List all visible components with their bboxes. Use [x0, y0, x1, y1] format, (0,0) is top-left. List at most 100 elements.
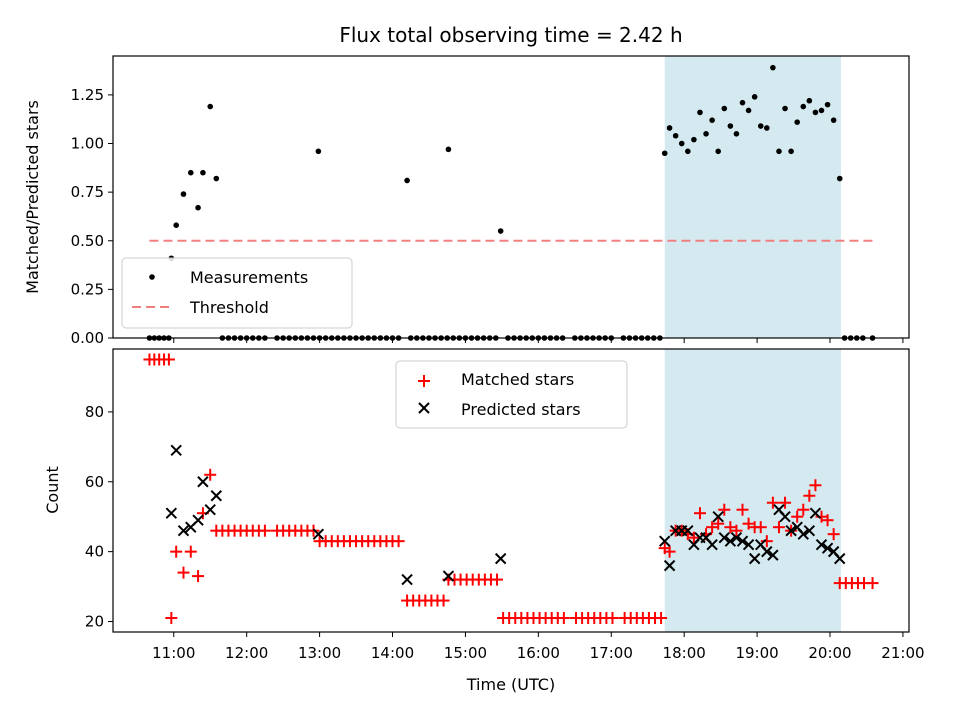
predicted-star-point — [312, 528, 325, 540]
legend-predicted-marker — [418, 402, 430, 414]
x-tick-label: 20:00 — [808, 644, 851, 662]
top-y-tick-label: 1.25 — [71, 86, 104, 104]
measurement-point — [691, 136, 697, 143]
matched-star-point — [712, 517, 725, 530]
predicted-star-point — [748, 552, 761, 565]
top-shaded-region — [664, 56, 841, 338]
matched-star-point — [177, 566, 190, 579]
x-tick-label: 14:00 — [371, 644, 414, 662]
matched-star-point — [162, 353, 175, 366]
predicted-star-point — [724, 535, 737, 547]
x-tick-label: 13:00 — [298, 644, 341, 662]
measurement-point — [195, 204, 201, 211]
measurement-point — [497, 228, 504, 234]
predicted-star-point — [442, 570, 455, 582]
measurement-point — [727, 123, 734, 129]
measurement-point — [800, 103, 807, 110]
measurement-point — [678, 140, 685, 147]
bottom-y-tick-label: 80 — [85, 403, 104, 421]
predicted-star-point — [401, 573, 413, 586]
measurement-point — [697, 109, 703, 116]
matched-star-point — [724, 521, 737, 534]
matched-star-point — [165, 612, 178, 625]
top-y-tick-label: 0.75 — [71, 183, 104, 201]
measurement-point — [812, 109, 819, 116]
measurement-point — [709, 117, 715, 123]
predicted-star-point — [821, 542, 834, 554]
x-axis-label: Time (UTC) — [466, 675, 555, 694]
measurement-point — [207, 103, 214, 110]
measurement-point — [703, 130, 709, 137]
measurement-point — [788, 148, 794, 155]
top-y-tick-label: 0.00 — [71, 329, 104, 347]
predicted-star-point — [197, 476, 209, 488]
measurement-point — [776, 148, 782, 155]
matched-star-point — [606, 612, 619, 625]
legend-measurements-label: Measurements — [190, 268, 308, 287]
measurement-point — [794, 119, 800, 125]
measurement-point — [770, 64, 776, 71]
predicted-star-point — [785, 524, 797, 537]
x-tick-label: 11:00 — [152, 644, 195, 662]
predicted-star-point — [718, 531, 730, 544]
predicted-star-point — [170, 444, 182, 457]
matched-star-point — [730, 524, 743, 537]
measurement-point — [824, 101, 831, 108]
matched-star-point — [184, 545, 197, 558]
predicted-star-point — [736, 535, 749, 547]
matched-star-point — [192, 570, 205, 583]
predicted-star-point — [663, 559, 676, 572]
matched-star-point — [754, 521, 767, 534]
top-panel: 0.00 0.25 0.50 0.75 1.00 1.25 Matched/Predict… — [23, 55, 910, 347]
measurement-point — [213, 175, 220, 182]
matched-star-point — [718, 503, 731, 516]
bottom-panel: 20 40 60 80 11:00 12:00 13:00 14:00 15:00 16:00 1… — [43, 348, 925, 694]
bottom-shaded-region — [664, 349, 841, 632]
matched-star-point — [772, 521, 785, 534]
matched-star-point — [170, 545, 183, 558]
legend-matched-marker — [418, 375, 430, 387]
measurement-point — [666, 125, 673, 131]
predicted-star-point — [706, 538, 718, 551]
measurement-point — [764, 125, 770, 131]
matched-star-point — [655, 612, 668, 625]
measurement-point — [745, 107, 752, 114]
matched-star-point — [760, 535, 773, 548]
top-y-tick-label: 0.50 — [71, 232, 104, 250]
measurement-point — [173, 222, 179, 228]
predicted-star-point — [177, 524, 190, 537]
measurement-point — [721, 105, 728, 112]
bottom-legend: Matched stars Predicted stars — [395, 360, 628, 429]
chart-title: Flux total observing time = 2.42 h — [339, 23, 682, 47]
matched-star-point — [437, 594, 450, 607]
measurement-point — [836, 175, 843, 182]
bottom-y-tick-label: 20 — [85, 613, 104, 631]
top-y-label: Matched/Predicted stars — [23, 100, 42, 294]
matched-star-point — [866, 577, 879, 590]
bottom-y-tick-label: 40 — [85, 543, 104, 561]
matched-star-point — [791, 510, 804, 523]
top-plot-frame — [112, 55, 910, 339]
matched-star-point — [827, 528, 840, 541]
matched-star-point — [736, 503, 749, 516]
predicted-star-point — [712, 510, 724, 523]
matched-star-point — [766, 496, 779, 509]
matched-star-point — [491, 573, 504, 586]
measurement-point — [685, 148, 691, 155]
predicted-star-point — [767, 549, 779, 561]
matched-star-point — [815, 510, 828, 523]
matched-star-point — [779, 496, 792, 509]
matched-star-point — [706, 521, 719, 534]
predicted-star-point — [192, 514, 204, 526]
matched-star-point — [809, 479, 822, 492]
matched-star-point — [392, 535, 405, 548]
x-tick-label: 16:00 — [517, 644, 560, 662]
measurement-point — [445, 146, 452, 153]
x-tick-label: 15:00 — [444, 644, 487, 662]
measurement-point — [187, 169, 194, 176]
predicted-star-point — [803, 524, 816, 537]
top-y-tick-label: 1.00 — [71, 135, 104, 153]
bottom-plot-frame — [112, 348, 910, 633]
bottom-y-tick-label: 60 — [85, 473, 104, 491]
